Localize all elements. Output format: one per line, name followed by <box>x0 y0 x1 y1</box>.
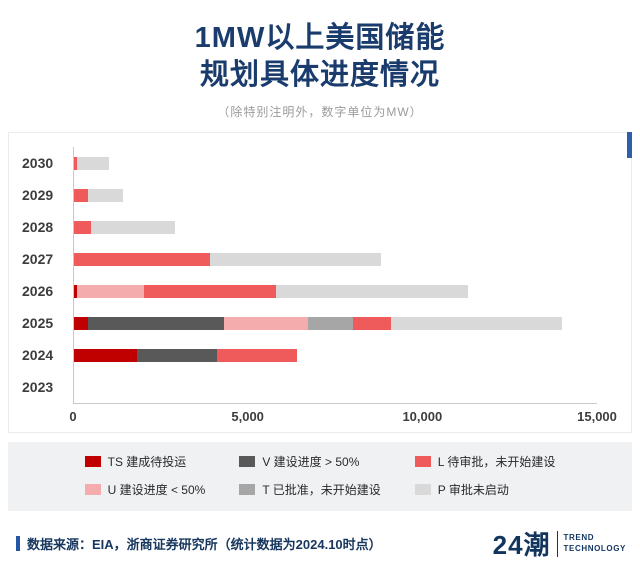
x-axis-tick: 15,000 <box>577 409 617 425</box>
bar-segment-L <box>74 252 210 266</box>
legend-label-T: T 已批准，未开始建设 <box>262 483 381 498</box>
source-accent-bar <box>16 536 20 552</box>
y-axis-label: 2030 <box>22 155 54 172</box>
y-axis-label: 2024 <box>22 347 54 364</box>
legend-label-P: P 审批未启动 <box>437 483 509 498</box>
legend-label-V: V 建设进度 > 50% <box>262 455 360 470</box>
bar-segment-V <box>136 348 217 362</box>
legend-swatch-L <box>414 456 431 468</box>
bar-segment-L <box>74 156 78 170</box>
page-subtitle: （除特别注明外，数字单位为MW） <box>217 105 423 120</box>
bar-row-2023: 2023 <box>22 371 597 403</box>
legend-swatch-T <box>239 484 256 496</box>
bar-segment-L <box>216 348 298 362</box>
bar-row-2030: 2030 <box>22 147 597 179</box>
corner-accent-bar <box>627 132 632 159</box>
legend-swatch-V <box>239 456 256 468</box>
bar-segment-P <box>87 188 123 202</box>
bar-segment-L <box>74 220 92 234</box>
bar-track <box>74 156 597 170</box>
source-text: 数据来源：EIA，浙商证券研究所（统计数据为2024.10时点） <box>27 537 382 553</box>
legend-box: TS 建成待投运 V 建设进度 > 50% L 待审批，未开始建设 U 建设进度 < … <box>8 442 632 512</box>
bar-segment-U <box>223 316 308 330</box>
page-title-line2: 规划具体进度情况 <box>199 59 440 92</box>
bar-segment-U <box>77 284 144 298</box>
legend-item-TS: TS 建成待投运 <box>84 453 206 470</box>
x-axis-tick: 0 <box>69 409 77 425</box>
bar-row-2029: 2029 <box>22 179 597 211</box>
legend-label-U: U 建设进度 < 50% <box>107 483 206 498</box>
plot-rows: 2030 2029 2028 2027 2026 2025 2024 2023 <box>22 147 597 405</box>
legend: TS 建成待投运 V 建设进度 > 50% L 待审批，未开始建设 U 建设进度 < … <box>8 453 632 498</box>
bar-row-2028: 2028 <box>22 211 597 243</box>
bar-segment-V <box>87 316 224 330</box>
legend-item-U: U 建设进度 < 50% <box>84 481 206 498</box>
header: 1MW以上美国储能 规划具体进度情况 （除特别注明外，数字单位为MW） <box>0 0 640 120</box>
y-axis-label: 2025 <box>22 315 54 332</box>
bar-segment-L <box>74 188 88 202</box>
data-source: 数据来源：EIA，浙商证券研究所（统计数据为2024.10时点） <box>16 534 382 553</box>
logo-subtext: TREND TECHNOLOGY <box>564 533 626 555</box>
x-axis: 0 5,000 10,000 15,000 <box>69 404 617 426</box>
bar-segment-L <box>352 316 392 330</box>
logo-divider <box>556 530 558 557</box>
x-axis-tick: 5,000 <box>231 409 264 425</box>
bar-row-2026: 2026 <box>22 275 597 307</box>
y-axis-label: 2026 <box>22 283 54 300</box>
y-axis-label: 2028 <box>22 219 54 236</box>
bar-track <box>74 188 597 202</box>
bar-segment-TS <box>74 284 78 298</box>
bar-track <box>74 220 597 234</box>
logo-sub-line2: TECHNOLOGY <box>563 543 626 553</box>
bar-segment-P <box>77 156 109 170</box>
page-title-line1: 1MW以上美国储能 <box>194 22 446 54</box>
bar-row-2024: 2024 <box>22 339 597 371</box>
bar-segment-P <box>276 284 468 298</box>
legend-item-L: L 待审批，未开始建设 <box>414 453 556 470</box>
bar-segment-T <box>307 316 353 330</box>
bar-segment-P <box>91 220 176 234</box>
bar-segment-TS <box>74 316 88 330</box>
bar-segment-TS <box>74 348 137 362</box>
bar-track <box>74 381 597 394</box>
brand-logo: 24潮 TREND TECHNOLOGY <box>493 525 626 562</box>
bar-track <box>74 284 597 298</box>
logo-sub-line1: TREND <box>563 532 595 542</box>
y-axis-label: 2023 <box>22 379 54 396</box>
bar-segment-P <box>391 316 563 330</box>
bar-row-2025: 2025 <box>22 307 597 339</box>
footer: 数据来源：EIA，浙商证券研究所（统计数据为2024.10时点） 24潮 TRE… <box>0 511 640 562</box>
y-axis-label: 2027 <box>22 251 54 268</box>
legend-label-TS: TS 建成待投运 <box>107 455 187 470</box>
legend-label-L: L 待审批，未开始建设 <box>437 455 556 470</box>
bar-row-2027: 2027 <box>22 243 597 275</box>
legend-swatch-U <box>84 484 101 496</box>
bar-segment-L <box>143 284 277 298</box>
logo-text: 24潮 <box>492 530 551 561</box>
legend-item-T: T 已批准，未开始建设 <box>239 481 381 498</box>
bar-track <box>74 316 597 330</box>
legend-item-P: P 审批未启动 <box>414 481 556 498</box>
bar-segment-P <box>209 252 381 266</box>
x-axis-tick: 10,000 <box>402 409 443 425</box>
bar-track <box>74 348 597 362</box>
chart-panel: 2030 2029 2028 2027 2026 2025 2024 2023 0 5,000 1… <box>8 132 632 434</box>
legend-swatch-P <box>414 484 431 496</box>
legend-swatch-TS <box>84 456 101 468</box>
legend-item-V: V 建设进度 > 50% <box>239 453 380 470</box>
bar-track <box>74 252 597 266</box>
y-axis-label: 2029 <box>22 187 54 204</box>
